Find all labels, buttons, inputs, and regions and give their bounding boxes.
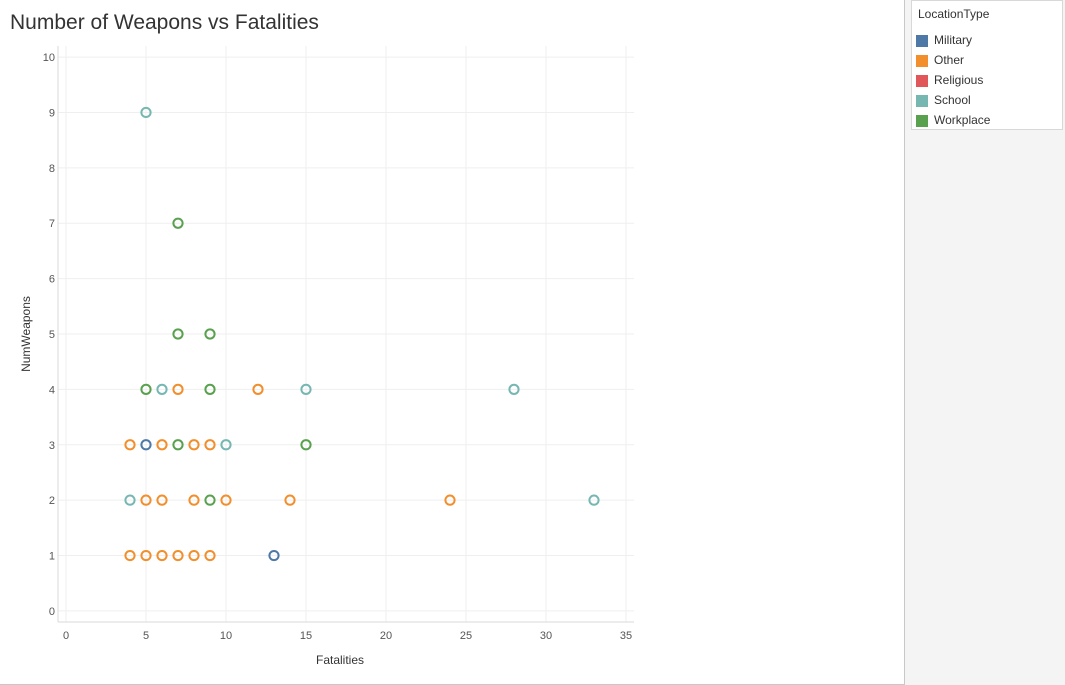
y-tick-label: 9 (49, 107, 55, 119)
data-point-other (188, 549, 200, 562)
data-marks (124, 106, 600, 562)
y-tick-label: 4 (49, 384, 55, 396)
legend-label-military: Military (934, 33, 972, 47)
data-point-workplace (204, 328, 216, 340)
data-point-other (124, 549, 136, 562)
x-tick-label: 10 (220, 630, 232, 642)
data-point-other (204, 439, 216, 451)
data-point-school (156, 383, 168, 395)
legend-swatch-school (916, 95, 928, 107)
y-tick-label: 2 (49, 495, 55, 507)
y-tick-label: 1 (49, 551, 55, 563)
x-tick-label: 30 (540, 630, 552, 642)
data-point-workplace (204, 383, 216, 395)
y-tick-label: 8 (49, 163, 55, 175)
data-point-other (172, 383, 184, 395)
y-tick-label: 3 (49, 440, 55, 452)
x-tick-label: 0 (63, 630, 69, 642)
data-point-other (156, 494, 168, 506)
data-point-other (444, 494, 456, 506)
x-axis-title: Fatalities (316, 653, 364, 667)
legend-label-religious: Religious (934, 73, 984, 87)
legend-swatch-religious (916, 75, 928, 87)
legend-label-other: Other (934, 53, 965, 67)
data-point-military (268, 549, 280, 562)
data-point-school (124, 494, 136, 506)
x-tick-label: 25 (460, 630, 472, 642)
legend-swatch-other (916, 55, 928, 67)
data-point-workplace (172, 439, 184, 451)
x-tick-label: 35 (620, 630, 632, 642)
data-point-school (588, 494, 600, 506)
legend-label-workplace: Workplace (934, 113, 991, 127)
data-point-other (204, 549, 216, 562)
data-point-other (188, 494, 200, 506)
data-point-other (220, 494, 232, 506)
data-point-workplace (204, 494, 216, 506)
data-point-other (140, 494, 152, 506)
legend-swatch-workplace (916, 115, 928, 127)
data-point-other (188, 439, 200, 451)
data-point-other (140, 549, 152, 562)
y-axis-title: NumWeapons (19, 296, 33, 372)
chart-title: Number of Weapons vs Fatalities (10, 11, 319, 34)
y-tick-label: 6 (49, 274, 55, 286)
axes: 0 5 10 15 20 25 30 35 0 1 2 3 4 5 6 7 8 9 10 (43, 46, 634, 642)
data-point-school (140, 106, 152, 119)
worksheet-area: Number of Weapons vs Fatalities 0 5 10 15 20… (0, 0, 905, 685)
y-tick-label: 7 (49, 218, 55, 230)
data-point-other (252, 383, 264, 395)
data-point-workplace (300, 439, 312, 451)
legend-swatch-military (916, 35, 928, 47)
y-tick-label: 5 (49, 329, 55, 341)
data-point-school (300, 383, 312, 395)
data-point-school (220, 439, 232, 451)
data-point-other (156, 549, 168, 562)
gridlines (58, 46, 634, 622)
x-tick-label: 15 (300, 630, 312, 642)
legend-label-school: School (934, 93, 971, 107)
data-point-workplace (172, 328, 184, 340)
y-tick-label: 0 (49, 606, 55, 618)
data-point-other (284, 494, 296, 506)
data-point-other (124, 439, 136, 451)
scatter-chart: 0 5 10 15 20 25 30 35 0 1 2 3 4 5 6 7 8 9 10 Fatalities Nu… (19, 46, 634, 667)
x-tick-label: 5 (143, 630, 149, 642)
side-panel: LocationType Military Other Religious Sc… (905, 0, 1065, 685)
x-tick-label: 20 (380, 630, 392, 642)
data-point-workplace (172, 217, 184, 229)
data-point-workplace (140, 383, 152, 395)
data-point-school (508, 383, 520, 395)
y-tick-label: 10 (43, 52, 55, 64)
data-point-other (172, 549, 184, 562)
legend-title: LocationType (918, 7, 990, 21)
data-point-other (156, 439, 168, 451)
legend[interactable]: LocationType Military Other Religious Sc… (911, 0, 1063, 130)
data-point-military (140, 439, 152, 451)
